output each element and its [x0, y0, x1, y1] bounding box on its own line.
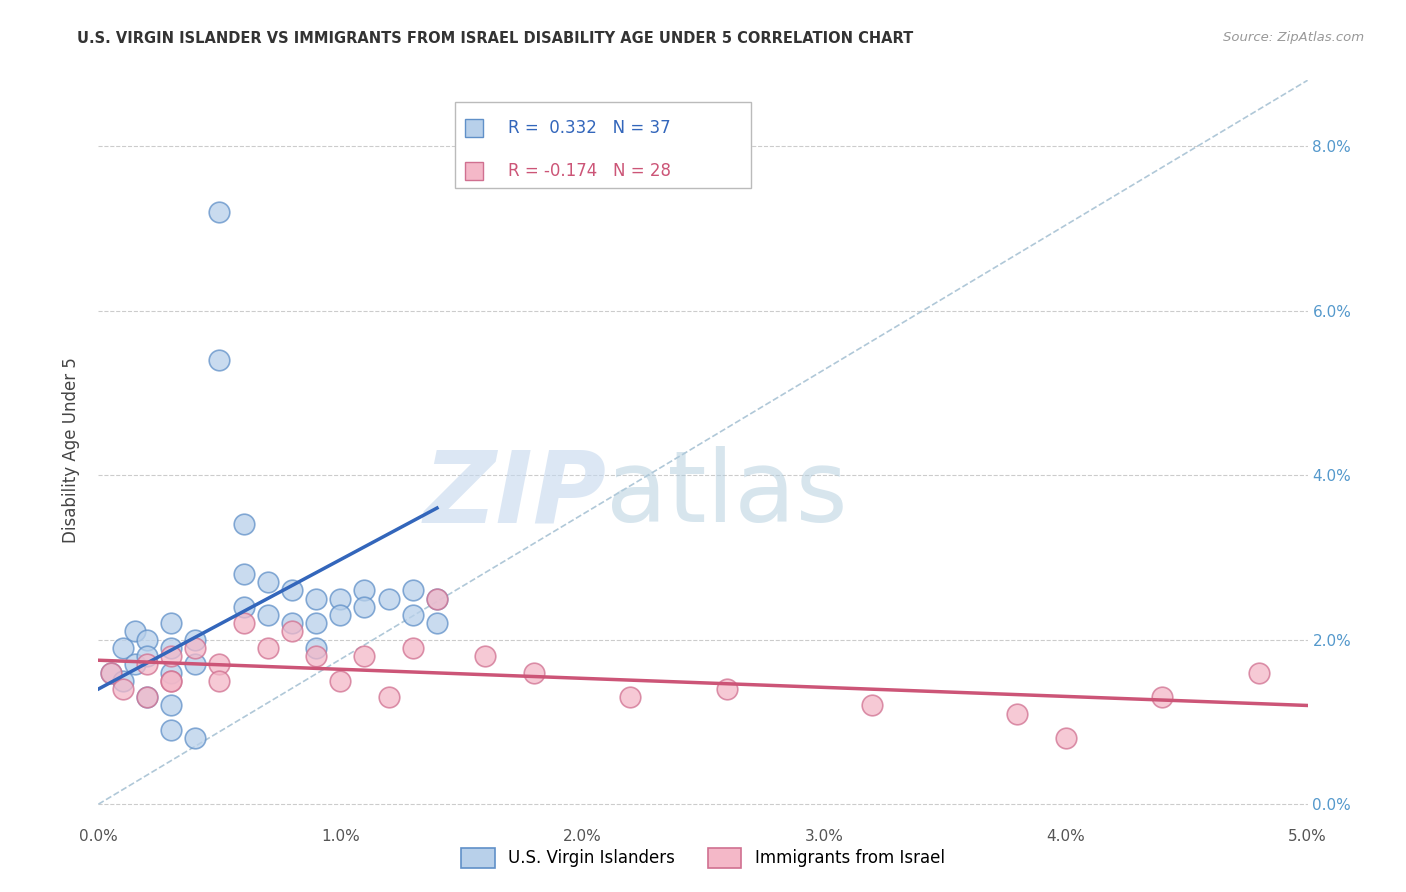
Point	[716, 681, 738, 696]
FancyBboxPatch shape	[456, 103, 751, 187]
Text: atlas: atlas	[606, 446, 848, 543]
Point	[353, 599, 375, 614]
Point	[523, 665, 546, 680]
Point	[305, 649, 328, 664]
Text: ZIP: ZIP	[423, 446, 606, 543]
Point	[377, 690, 399, 705]
Point	[124, 624, 146, 639]
Point	[124, 657, 146, 672]
Point	[208, 353, 231, 368]
Point	[426, 591, 449, 606]
Point	[160, 673, 183, 688]
Y-axis label: Disability Age Under 5: Disability Age Under 5	[62, 358, 80, 543]
Point	[100, 665, 122, 680]
Point	[281, 616, 304, 631]
Point	[160, 616, 183, 631]
Point	[232, 616, 254, 631]
Point	[135, 657, 157, 672]
Point	[353, 649, 375, 664]
Point	[1054, 731, 1077, 746]
Point	[111, 681, 134, 696]
Point	[232, 517, 254, 532]
Point	[377, 591, 399, 606]
Point	[402, 640, 425, 655]
Point	[208, 205, 231, 219]
Text: U.S. VIRGIN ISLANDER VS IMMIGRANTS FROM ISRAEL DISABILITY AGE UNDER 5 CORRELATIO: U.S. VIRGIN ISLANDER VS IMMIGRANTS FROM …	[77, 31, 914, 46]
Point	[208, 657, 231, 672]
Point	[160, 723, 183, 738]
Point	[329, 607, 352, 622]
Point	[256, 607, 278, 622]
Text: Source: ZipAtlas.com: Source: ZipAtlas.com	[1223, 31, 1364, 45]
Point	[232, 599, 254, 614]
Point	[860, 698, 883, 713]
Text: R = -0.174   N = 28: R = -0.174 N = 28	[509, 162, 671, 180]
Point	[160, 698, 183, 713]
Point	[1249, 665, 1271, 680]
Point	[160, 649, 183, 664]
Point	[426, 591, 449, 606]
Point	[184, 640, 207, 655]
Point	[100, 665, 122, 680]
Point	[1007, 706, 1029, 721]
Point	[256, 640, 278, 655]
Point	[426, 616, 449, 631]
Point	[305, 616, 328, 631]
Point	[402, 607, 425, 622]
Point	[135, 649, 157, 664]
Point	[474, 649, 496, 664]
Point	[232, 566, 254, 581]
Point	[281, 583, 304, 598]
Point	[256, 575, 278, 590]
Point	[160, 673, 183, 688]
Point	[135, 632, 157, 647]
Point	[1152, 690, 1174, 705]
Point	[111, 673, 134, 688]
Point	[208, 673, 231, 688]
Point	[305, 591, 328, 606]
Point	[135, 690, 157, 705]
Point	[329, 673, 352, 688]
Point	[184, 657, 207, 672]
Point	[160, 665, 183, 680]
Point	[329, 591, 352, 606]
Point	[281, 624, 304, 639]
Point	[402, 583, 425, 598]
Point	[353, 583, 375, 598]
Point	[305, 640, 328, 655]
Point	[184, 632, 207, 647]
Point	[619, 690, 641, 705]
Legend: U.S. Virgin Islanders, Immigrants from Israel: U.S. Virgin Islanders, Immigrants from I…	[454, 841, 952, 875]
Point	[111, 640, 134, 655]
Point	[160, 640, 183, 655]
Point	[135, 690, 157, 705]
Text: R =  0.332   N = 37: R = 0.332 N = 37	[509, 120, 671, 137]
Point	[184, 731, 207, 746]
